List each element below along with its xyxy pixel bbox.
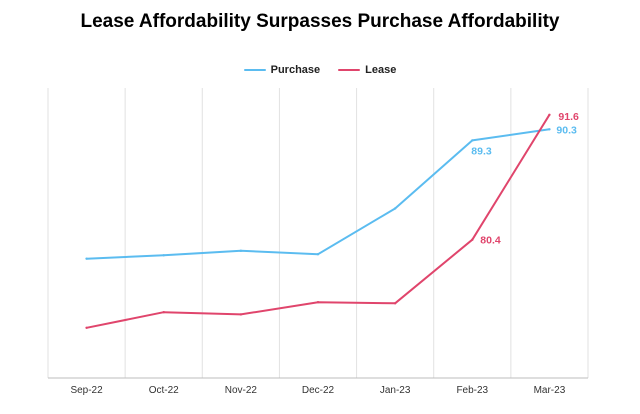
data-point-lease: [239, 313, 243, 316]
data-label-lease: 91.6: [558, 111, 579, 123]
data-label-purchase: 90.3: [556, 124, 577, 136]
data-point-lease: [162, 310, 165, 314]
x-tick-label: Feb-23: [456, 385, 488, 396]
data-point-lease: [471, 238, 474, 241]
legend-swatch-purchase: [243, 68, 266, 72]
legend-item-lease: Lease: [338, 64, 396, 76]
x-axis: Sep-22 Oct-22 Nov-22 Dec-22 Jan-23 Feb-23 Mar-…: [48, 377, 588, 396]
legend-label-lease: Lease: [365, 64, 397, 76]
x-tick-label: Dec-22: [302, 385, 335, 396]
data-point-lease: [85, 326, 88, 330]
data-point-purchase: [162, 254, 165, 257]
data-point-purchase: [85, 257, 88, 260]
series-lines: [85, 113, 551, 330]
x-tick-label: Jan-23: [380, 385, 411, 396]
chart-title: Lease Affordability Surpasses Purchase A…: [80, 11, 560, 32]
x-tick-label: Nov-22: [225, 385, 258, 396]
data-point-lease: [393, 302, 397, 305]
x-tick-label: Mar-23: [534, 385, 566, 396]
legend-swatch-lease: [338, 68, 361, 72]
data-point-purchase: [393, 207, 397, 210]
data-labels: 89.3 90.3 80.4 91.6: [471, 111, 579, 247]
x-tick-label: Oct-22: [149, 385, 179, 396]
x-tick-label: Sep-22: [70, 385, 103, 396]
data-point-lease: [316, 300, 320, 304]
legend-label-purchase: Purchase: [270, 64, 321, 76]
legend-item-purchase: Purchase: [243, 64, 321, 76]
grid-lines: [47, 88, 589, 378]
data-point-purchase: [471, 139, 474, 142]
data-label-lease: 80.4: [480, 235, 501, 247]
data-point-purchase: [548, 128, 551, 131]
data-point-lease: [548, 113, 551, 116]
data-point-purchase: [239, 249, 243, 253]
data-point-purchase: [316, 252, 320, 256]
data-label-purchase: 89.3: [471, 145, 492, 157]
legend: Purchase Lease: [0, 64, 640, 76]
